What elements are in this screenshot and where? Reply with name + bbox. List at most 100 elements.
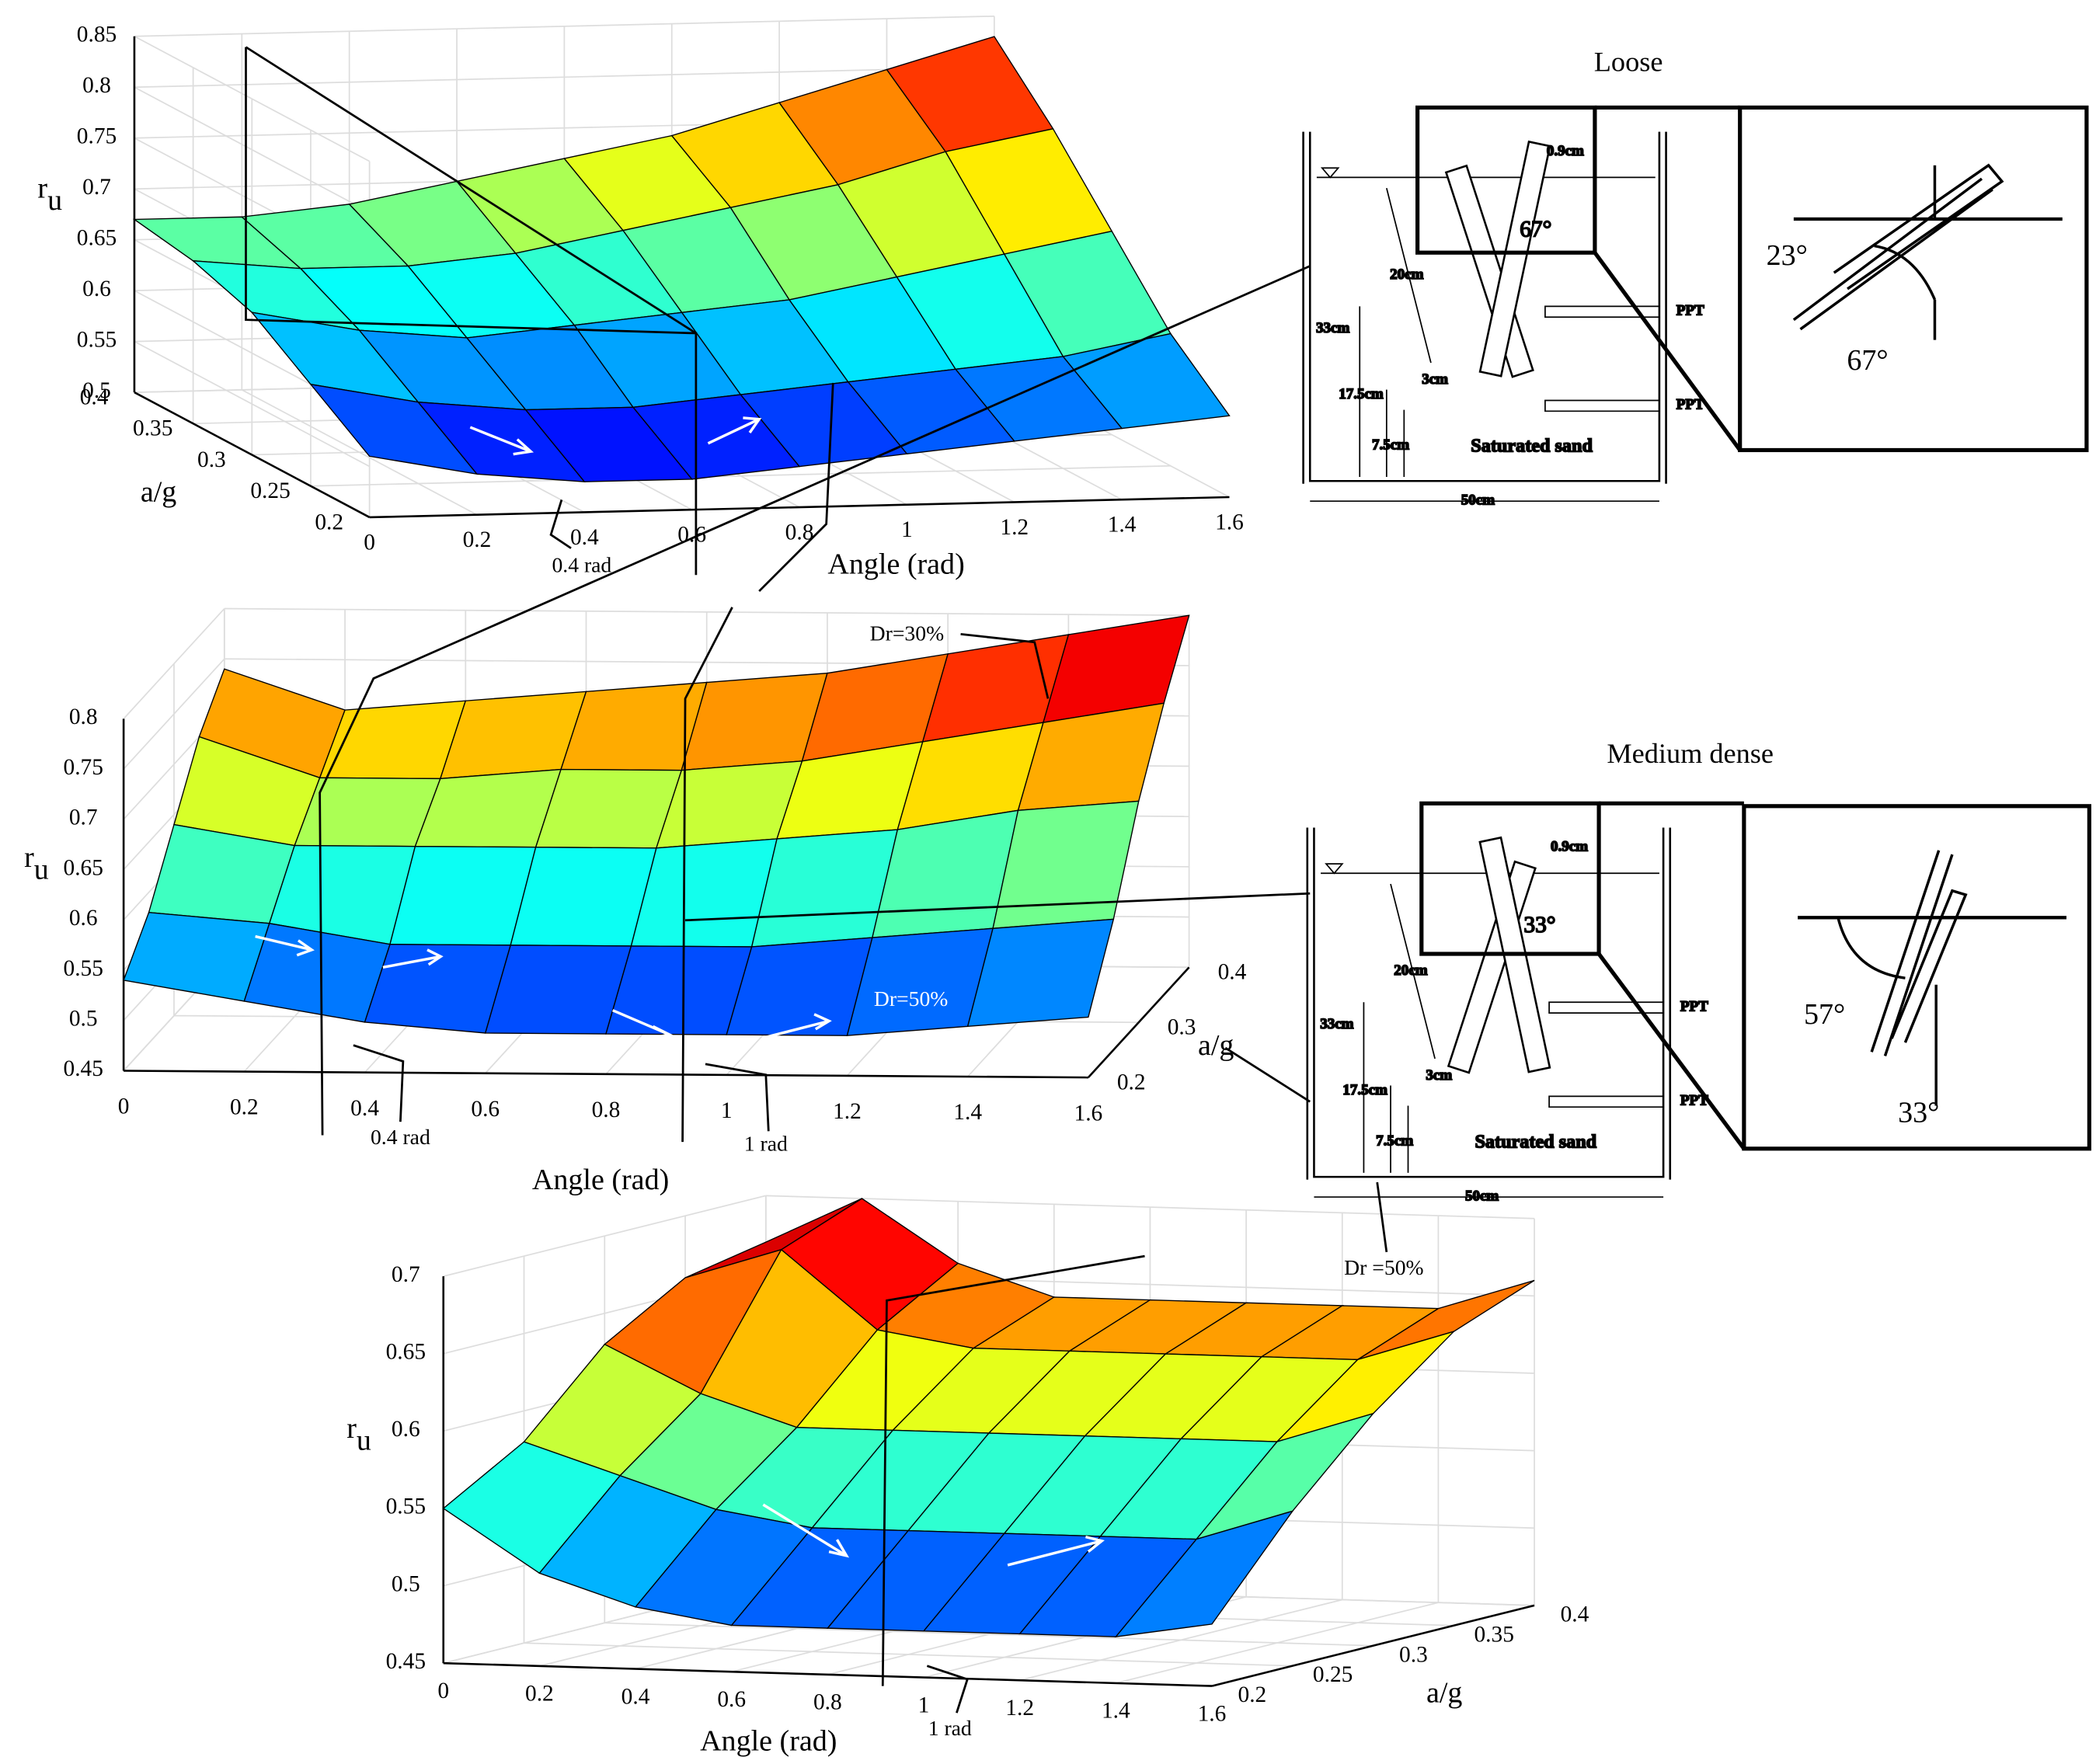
dim-label: 7.5cm [1376,1133,1413,1150]
y-tick-label: 0.4 [80,384,109,409]
x-tick-label: 0.4 [621,1684,650,1709]
dim-label: 7.5cm [1372,437,1409,454]
annotation: Dr =50% [1344,1255,1423,1279]
annotation: 0.4 rad [552,552,611,576]
z-tick-label: 0.6 [82,277,111,301]
z-tick-label: 0.5 [82,378,111,403]
y-axis [134,391,371,519]
z-tick-label: 0.5 [69,1007,98,1032]
y-tick-label: 0.3 [1168,1015,1196,1040]
y-tick-label: 0.35 [1474,1622,1513,1647]
zoom-inset [1738,105,2089,453]
plane-outline [245,46,697,335]
z-tick-label: 0.6 [69,906,98,931]
y-tick-label: 0.3 [197,447,226,472]
z-tick-label: 0.65 [77,225,117,250]
dim-label: 33cm [1320,1016,1353,1032]
dim-label: 3cm [1422,371,1448,388]
z-tick-label: 0.75 [77,124,117,148]
y-tick-label: 0.2 [1117,1070,1146,1095]
annotation: 0.4 rad [371,1125,430,1149]
x-tick-label: 0.2 [230,1095,259,1120]
grid-line [604,1622,1374,1647]
dim-label: PPT [1680,999,1708,1015]
dim-label: 0.9cm [1551,839,1588,855]
flow-arrows [255,416,1105,1567]
y-tick-label: 0.25 [1313,1662,1353,1687]
arrow [1007,1535,1105,1567]
x-axis-label: Angle (rad) [532,1164,669,1196]
dim-lines [1314,883,1664,1198]
tank: 0.9cm 67° 20cm 33cm 3cm 17.5cm 7.5cm Saturated … [1302,131,1705,509]
z-tick-label: 0.45 [64,1056,103,1081]
inset-pile [1837,850,1968,1106]
dim-label: 0.9cm [1547,143,1584,159]
surface-chart: 0 0.2 0.4 0.6 0.8 1 1.2 1.4 1.6 0.2 0.3 0.4 0.45 0.5 0… [24,607,1247,1196]
y-tick-label: 0.2 [1238,1682,1267,1707]
z-tick-label: 0.65 [386,1339,426,1364]
arrow [469,426,534,456]
x-tick-label: 0.8 [592,1098,621,1122]
x-tick-label: 0.4 [570,525,599,550]
annotation: 1 rad [744,1132,788,1156]
dim-label: 17.5cm [1339,386,1384,402]
zoom-box [1419,801,1601,956]
plane-outline [681,607,733,1143]
x-tick-label: 0.2 [525,1682,554,1707]
x-tick-label: 1.6 [1215,510,1244,534]
z-label-main: r [37,172,47,204]
tank-diagram: Medium dense 0.9cm 33° 20cm 33cm 3cm 17.5cm 7.5… [1306,738,2091,1205]
x-tick-label: 1.4 [1108,513,1137,538]
z-tick-label: 0.8 [69,705,98,729]
z-tick-label: 0.75 [64,755,103,780]
ppt-sensor [1544,305,1660,412]
zoom-connector [1597,801,1746,1150]
x-tick-label: 1 [721,1098,733,1123]
leader [758,382,834,593]
callout-lines [245,46,1388,1714]
dim-label: PPT [1676,397,1704,413]
dim-label: 20cm [1390,266,1423,283]
z-tick-label: 0.55 [386,1494,426,1519]
annotation: Dr=30% [870,621,944,645]
x-tick-label: 0 [437,1679,449,1703]
z-tick-label: 0.65 [64,855,103,880]
x-tick-label: 1.6 [1074,1101,1103,1126]
z-label-main: r [346,1412,357,1445]
arrow [765,1013,832,1039]
z-tick-label: 0.55 [64,956,103,981]
x-tick-label: 1.6 [1198,1701,1227,1726]
x-axis [369,496,1230,519]
z-tick-label: 0.7 [69,805,98,830]
dim-lines [1310,188,1659,503]
arrow [382,948,444,969]
dim-label: 50cm [1461,492,1495,509]
zoom-inset [1742,804,2091,1151]
dim-label: 20cm [1394,962,1427,979]
dim-label: 33cm [1316,320,1349,336]
angle-label: 57° [1804,998,1845,1031]
grid-line [310,464,1171,487]
x-axis-label: Angle (rad) [700,1725,837,1758]
x-axis-label: Angle (rad) [827,548,964,581]
surface-patch [1114,1510,1294,1638]
pile [1478,140,1551,378]
leader [1224,1046,1311,1103]
z-tick-label: 0.45 [386,1649,426,1674]
z-label-sub: u [357,1424,371,1456]
angle-label: 23° [1767,239,1808,272]
plane-outline [245,47,698,576]
y-tick-label: 0.35 [133,416,172,441]
x-axis [443,1661,1213,1687]
arrow [611,1009,674,1040]
leader [353,1044,405,1122]
z-tick-label: 0.6 [392,1417,420,1442]
y-axis-label: a/g [1426,1676,1462,1709]
leader [926,1665,969,1714]
plane-outline [684,892,1311,922]
x-tick-label: 1 [918,1693,930,1717]
z-tick-label: 0.7 [82,175,111,200]
x-tick-label: 0.4 [350,1096,379,1121]
x-tick-label: 0.6 [471,1097,500,1122]
